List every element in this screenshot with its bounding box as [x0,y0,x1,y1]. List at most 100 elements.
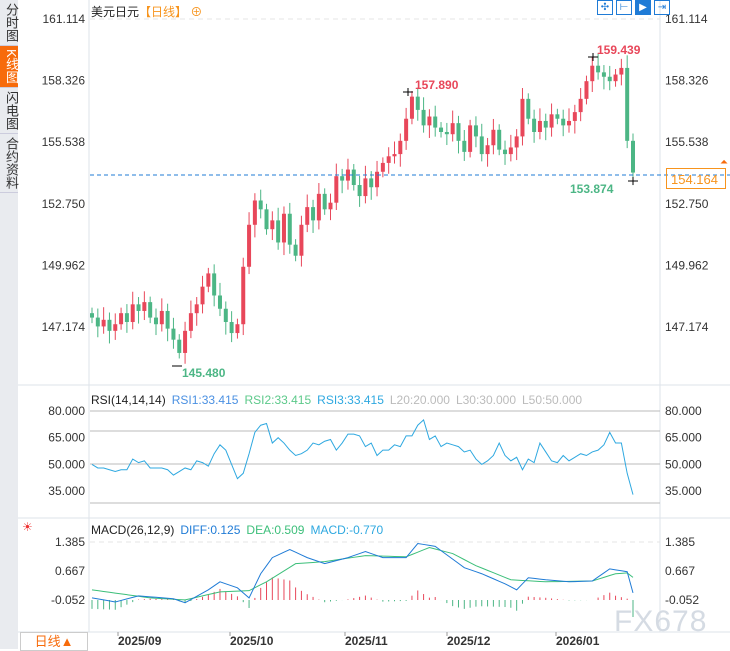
rsi-tick-right: 65.000 [665,431,702,445]
tab-timeshare[interactable]: 分时图 [0,0,19,46]
tab-flash[interactable]: 闪电图 [0,88,19,134]
extreme-marker [588,53,598,61]
candle-body [148,302,153,318]
candle-body [345,169,350,181]
rsi-tick-left: 50.000 [48,457,85,471]
macd-tick-right: -0.052 [665,593,699,607]
date-label: 2025/09 [118,634,162,648]
price-tick-left: 147.174 [42,320,86,334]
macd-tick-left: 1.385 [55,535,85,549]
candle-body [631,140,635,173]
extreme-marker [403,88,413,96]
high-annotation: 159.439 [597,43,641,57]
candle-body [90,313,94,318]
candle-body [473,125,478,137]
candle-body [357,185,362,197]
rsi2-value: RSI2:33.415 [244,393,312,407]
indicator-settings-icon[interactable]: ☀ [22,520,33,534]
diff-line [91,542,634,604]
rsi3-value: RSI3:33.415 [317,393,384,407]
candle-body [276,220,281,243]
candle-body [590,65,595,82]
tab-contract-info[interactable]: 合约资料 [0,134,19,193]
candle-body [113,324,118,331]
candle-body [142,302,147,311]
candle-body [101,319,106,327]
sidebar: 分时图 K线图 闪电图 合约资料 [0,0,19,649]
candle-body [258,200,263,210]
candle-body [578,98,583,113]
candle-body [392,154,397,157]
candle-body [107,319,112,331]
play-icon[interactable]: ▶ [635,0,651,15]
candle-body [444,131,449,135]
zoom-range-icon[interactable]: ⊢ [616,0,632,15]
candle-body [270,220,275,230]
l50-value: L50:50.000 [522,393,583,407]
candle-body [625,67,630,141]
candle-body [375,171,380,188]
candle-body [369,178,374,188]
candle-body [119,313,124,325]
candle-body [503,149,508,155]
macd-value: MACD:-0.770 [310,523,384,537]
candle-body [415,96,420,110]
price-tick-left: 161.114 [43,12,86,26]
candle-body [311,207,316,221]
l30-value: L30:30.000 [455,393,516,407]
dea-line [91,547,634,601]
dea-value: DEA:0.509 [246,523,305,537]
add-indicator-icon[interactable]: ⊕ [190,5,203,19]
candle-body [287,213,292,245]
candle-body [514,136,519,148]
tab-kline[interactable]: K线图 [0,46,19,88]
candle-body [532,118,537,132]
period-label[interactable]: 【日线】 [139,5,188,19]
candle-body [124,313,129,323]
candle-body [171,328,176,340]
rsi-tick-right: 35.000 [665,484,702,498]
goto-end-icon[interactable]: ⇥ [654,0,670,15]
candle-body [491,129,496,146]
rsi-line [91,418,634,495]
macd-legend: MACD(26,12,9) DIFF:0.125 DEA:0.509 MACD:-0.… [91,523,389,537]
l20-value: L20:20.000 [389,393,450,407]
candle-body [194,304,199,314]
date-label: 2026/01 [556,634,600,648]
candle-body [200,286,205,305]
candle-body [206,273,211,287]
price-tick-left: 152.750 [42,197,86,211]
candle-body [404,118,409,141]
candle-body [427,116,432,126]
candle-body [596,65,601,73]
price-tick-right: 161.114 [665,12,708,26]
period-selector[interactable]: 日线▲ [20,632,88,651]
candle-body [468,125,473,152]
candle-body [159,310,164,325]
candle-body [619,67,624,75]
candle-body [183,330,188,353]
rsi-legend: RSI(14,14,14) RSI1:33.415 RSI2:33.415 RSI3:… [91,393,588,407]
candle-body [136,304,141,311]
crosshair-icon[interactable]: ✣ [597,0,613,15]
candle-body [322,193,327,210]
price-tick-right: 155.538 [665,135,709,149]
candle-body [607,76,612,82]
candle-body [153,317,158,325]
low-annotation: 145.480 [182,366,226,380]
candle-body [229,322,234,334]
high2-annotation: 157.890 [415,78,459,92]
candle-body [177,339,182,353]
candle-body [613,74,618,82]
price-tick-right: 149.962 [665,258,709,272]
chart-toolbar: ✣ ⊢ ▶ ⇥ [597,0,670,15]
candle-body [520,98,525,137]
candle-body [95,317,100,327]
price-tick-left: 158.326 [42,74,86,88]
candle-body [386,156,391,163]
candle-body [462,140,467,152]
date-label: 2025/10 [230,634,274,648]
candle-body [328,202,333,210]
candle-body [479,136,484,155]
